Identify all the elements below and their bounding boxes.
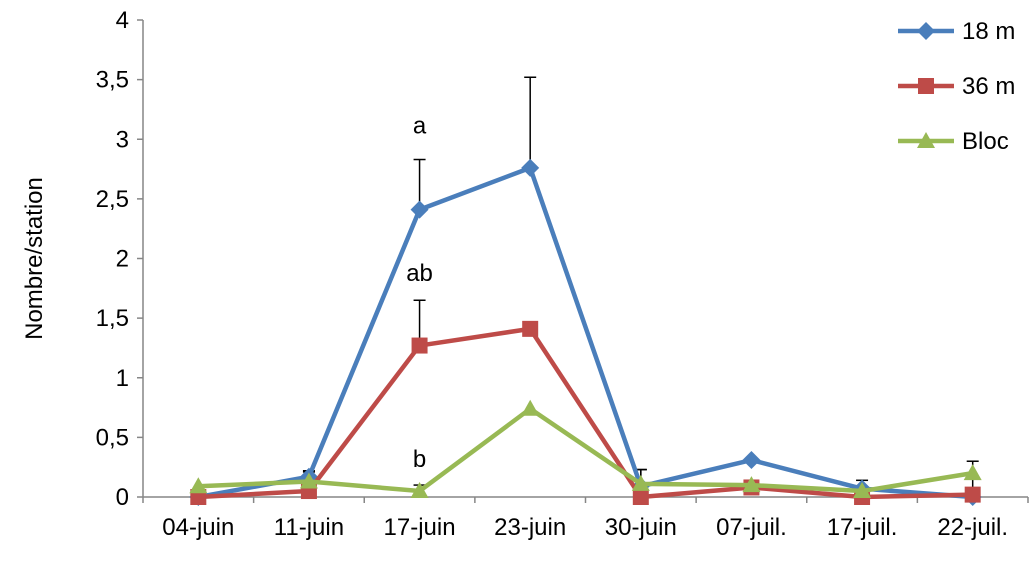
y-tick-label: 3 — [116, 126, 129, 153]
y-axis-title: Nombre/station — [21, 177, 48, 340]
y-tick-label: 0 — [116, 484, 129, 511]
x-tick-label: 11-juin — [274, 514, 344, 541]
data-point-square — [522, 320, 539, 337]
data-point-triangle — [410, 482, 429, 499]
data-point-square — [411, 337, 428, 354]
data-point-triangle — [631, 474, 650, 491]
series-lines — [189, 158, 982, 506]
axes: 0 0,5 1 1,5 2 2,5 3 3,5 4 04-juin 11-juin 17-juin 2… — [96, 7, 1029, 541]
x-ticks: 04-juin 11-juin 17-juin 23-juin 30-juin 07-ju… — [142, 497, 1029, 541]
data-point-diamond — [917, 22, 935, 40]
annotations: a ab b — [406, 112, 433, 473]
data-point-triangle — [299, 472, 318, 489]
series-line — [198, 326, 973, 500]
y-tick-label: 3,5 — [96, 67, 129, 94]
x-tick-label: 17-juin — [384, 514, 456, 541]
annotation-label: a — [413, 112, 427, 139]
y-tick-label: 0,5 — [96, 424, 129, 451]
annotation-label: b — [413, 446, 426, 473]
legend-label: 18 m — [962, 18, 1015, 45]
x-tick-label: 17-juil. — [827, 514, 898, 541]
y-tick-label: 2,5 — [96, 186, 129, 213]
series-line — [198, 406, 974, 494]
data-point-triangle — [742, 476, 761, 493]
y-tick-label: 1,5 — [96, 305, 129, 332]
data-point-square — [918, 78, 934, 94]
legend: 18 m 36 m Bloc — [898, 18, 1015, 155]
y-tick-label: 2 — [116, 246, 129, 273]
data-point-diamond — [742, 451, 761, 470]
data-point-triangle — [917, 132, 935, 148]
data-point-diamond — [410, 200, 429, 219]
error-bars — [302, 76, 979, 497]
y-ticks: 0 0,5 1 1,5 2 2,5 3 3,5 4 — [96, 7, 143, 511]
annotation-label: ab — [406, 260, 433, 287]
data-point-triangle — [853, 482, 872, 499]
x-tick-label: 30-juin — [605, 514, 677, 541]
legend-item: 36 m — [898, 73, 1015, 100]
x-tick-label: 22-juil. — [937, 514, 1008, 541]
data-point-triangle — [521, 399, 540, 416]
legend-label: Bloc — [962, 128, 1009, 155]
series-bloc — [189, 399, 982, 499]
y-tick-label: 4 — [116, 7, 129, 34]
x-tick-label: 07-juil. — [716, 514, 787, 541]
series-line — [197, 165, 973, 500]
x-tick-label: 04-juin — [162, 514, 234, 541]
x-tick-label: 23-juin — [494, 514, 566, 541]
data-point-square — [964, 486, 981, 503]
data-point-triangle — [189, 477, 208, 494]
legend-item: Bloc — [898, 128, 1009, 155]
legend-label: 36 m — [962, 73, 1015, 100]
legend-item: 18 m — [898, 18, 1015, 45]
series-18-m — [189, 158, 982, 506]
y-tick-label: 1 — [116, 365, 129, 392]
data-point-square — [632, 489, 649, 505]
data-point-triangle — [963, 464, 982, 481]
data-point-diamond — [521, 158, 540, 177]
